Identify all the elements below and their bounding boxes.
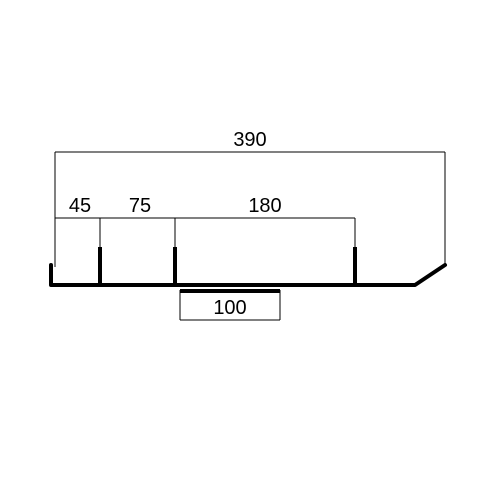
profile-cross-section-diagram: 390 45 75 180 100 xyxy=(0,0,500,500)
dim-value-390: 390 xyxy=(233,129,266,151)
profile-base-path xyxy=(51,265,445,285)
dim-value-180: 180 xyxy=(248,195,281,217)
dim-value-75: 75 xyxy=(129,195,151,217)
profile-outline xyxy=(51,247,445,291)
dim-value-45: 45 xyxy=(69,195,91,217)
dim-value-100: 100 xyxy=(213,297,246,319)
